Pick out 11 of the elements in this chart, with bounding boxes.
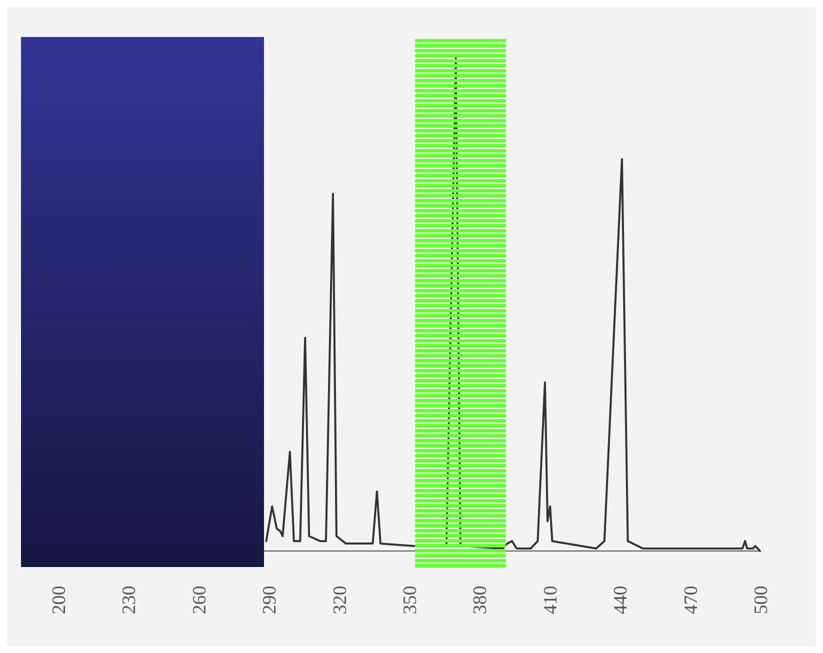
x-tick-label: 200 [49,586,70,614]
x-tick-label: 440 [610,586,632,614]
x-tick-label: 260 [189,586,210,614]
x-tick-label: 380 [470,586,492,614]
x-tick-label: 320 [330,586,351,614]
x-tick-label: 230 [119,586,140,614]
x-tick-label: 290 [260,586,281,614]
x-tick-label: 500 [751,586,772,614]
x-tick-label: 350 [400,586,421,614]
x-tick-label: 470 [680,586,702,614]
x-tick-label: 410 [540,586,562,614]
